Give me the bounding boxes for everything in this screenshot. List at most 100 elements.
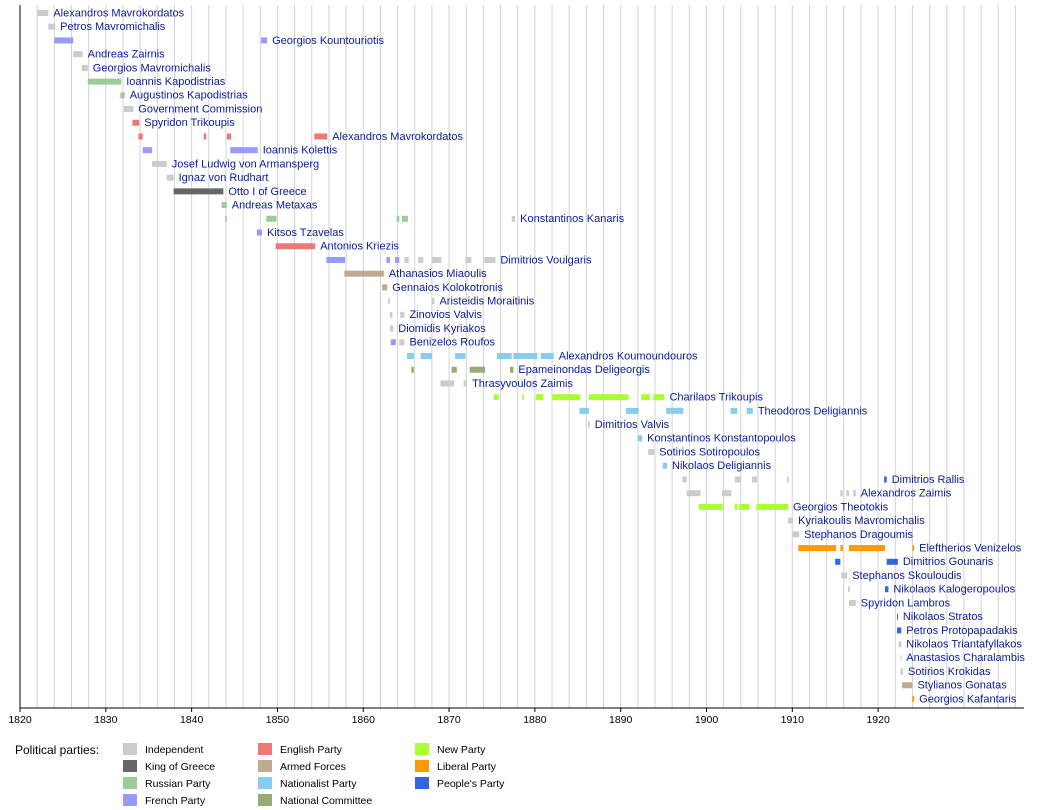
row-label: Alexandros Koumoundouros (559, 350, 698, 362)
row-label: Nikolaos Stratos (903, 611, 984, 623)
row-label: Alexandros Mavrokordatos (53, 7, 184, 19)
legend-label: English Party (280, 744, 343, 756)
legend-label: National Committee (280, 795, 372, 807)
row-label: Kitsos Tzavelas (267, 227, 344, 239)
term-bar (898, 641, 902, 648)
legend-label: Armed Forces (280, 761, 346, 773)
row-label: Stephanos Skouloudis (852, 570, 962, 582)
term-bar (230, 147, 258, 154)
term-bar (173, 188, 224, 195)
term-bar (399, 339, 405, 346)
term-bar (225, 215, 227, 222)
term-bar (900, 668, 904, 675)
term-bar (846, 490, 849, 497)
row-label: Sotirios Krokidas (908, 666, 991, 678)
legend-label: Independent (145, 744, 203, 756)
term-bar (261, 37, 268, 44)
term-bar (751, 476, 758, 483)
term-bar (625, 407, 639, 414)
row-label: Theodoros Deligiannis (758, 405, 868, 417)
row-label: Georgios Kafantaris (919, 693, 1017, 705)
row-label: Government Commission (138, 103, 262, 115)
term-bar (513, 353, 538, 359)
term-bar (389, 325, 394, 332)
legend-label: New Party (437, 744, 486, 756)
row-label: Stephanos Dragoumis (804, 529, 913, 541)
term-bar (48, 23, 56, 30)
row-label: Alexandros Mavrokordatos (332, 131, 463, 143)
term-bar (221, 202, 227, 209)
row-label: Athanasios Miaoulis (389, 268, 487, 280)
term-bar (396, 215, 400, 222)
term-bar (739, 503, 750, 510)
term-bar (721, 490, 732, 497)
legend-swatch (123, 777, 137, 789)
row-label: Epameinondas Deligeorgis (518, 364, 650, 376)
term-bar (73, 51, 83, 58)
term-bar (896, 613, 898, 620)
term-bar (123, 106, 134, 113)
term-bar (841, 572, 848, 579)
term-bar (788, 517, 794, 524)
row-label: Alexandros Zaimis (861, 488, 952, 500)
term-bar (394, 256, 400, 263)
row-label: Dimitrios Valvis (595, 419, 670, 431)
legend-label: Liberal Party (437, 761, 497, 773)
term-bar (389, 311, 393, 318)
row-label: Anastasios Charalambis (906, 652, 1025, 664)
term-bar (730, 407, 738, 414)
row-label: Charilaos Trikoupis (669, 392, 763, 404)
legend-swatch (415, 760, 429, 772)
term-bar (326, 256, 346, 263)
row-label: Dimitrios Gounaris (903, 556, 994, 568)
term-bar (798, 545, 837, 552)
row-label: Andreas Metaxas (232, 199, 318, 211)
term-bar (886, 558, 898, 565)
legend-swatch (415, 777, 429, 789)
term-bar (756, 503, 789, 510)
term-bar (746, 407, 753, 414)
term-bar (902, 682, 913, 689)
row-label: Aristeidis Moraitinis (439, 296, 534, 308)
term-bar (138, 133, 143, 140)
row-label: Andreas Zairnis (88, 49, 166, 61)
x-tick-label: 1870 (437, 714, 461, 726)
term-bar (509, 366, 514, 373)
term-bar (431, 256, 442, 263)
x-tick-label: 1820 (8, 714, 32, 726)
row-label: Nikolaos Triantafyllakos (906, 639, 1022, 651)
term-bar (54, 37, 74, 44)
term-bar (266, 215, 277, 222)
term-bar (451, 366, 457, 373)
row-label: Otto I of Greece (228, 186, 306, 198)
term-bar (388, 298, 390, 305)
term-bar (787, 476, 789, 483)
term-bar (418, 256, 424, 263)
row-label: Georgios Kountouriotis (272, 35, 384, 47)
row-label: Konstantinos Kanaris (520, 213, 624, 225)
row-label: Ioannis Kapodistrias (126, 76, 226, 88)
term-bar (407, 353, 414, 359)
term-bar (166, 174, 174, 181)
term-bar (588, 394, 629, 401)
x-tick-label: 1830 (94, 714, 118, 726)
term-bar (884, 586, 889, 593)
x-tick-label: 1910 (781, 714, 805, 726)
x-tick-label: 1860 (352, 714, 376, 726)
term-bar (275, 243, 316, 250)
term-bar (840, 490, 843, 497)
row-label: Antonios Kriezis (320, 241, 399, 253)
term-bar (848, 545, 885, 552)
term-bar (884, 476, 887, 483)
row-label: Stylianos Gonatas (917, 680, 1007, 692)
row-label: Spyridon Lambros (861, 597, 951, 609)
row-label: Dimitrios Voulgaris (500, 254, 592, 266)
legend-label: King of Greece (145, 761, 215, 773)
row-label: Dimitrios Rallis (892, 474, 965, 486)
term-bar (792, 531, 800, 538)
term-bar (734, 503, 738, 510)
term-bar (588, 421, 590, 428)
legend-swatch (258, 777, 272, 789)
term-bar (734, 476, 741, 483)
